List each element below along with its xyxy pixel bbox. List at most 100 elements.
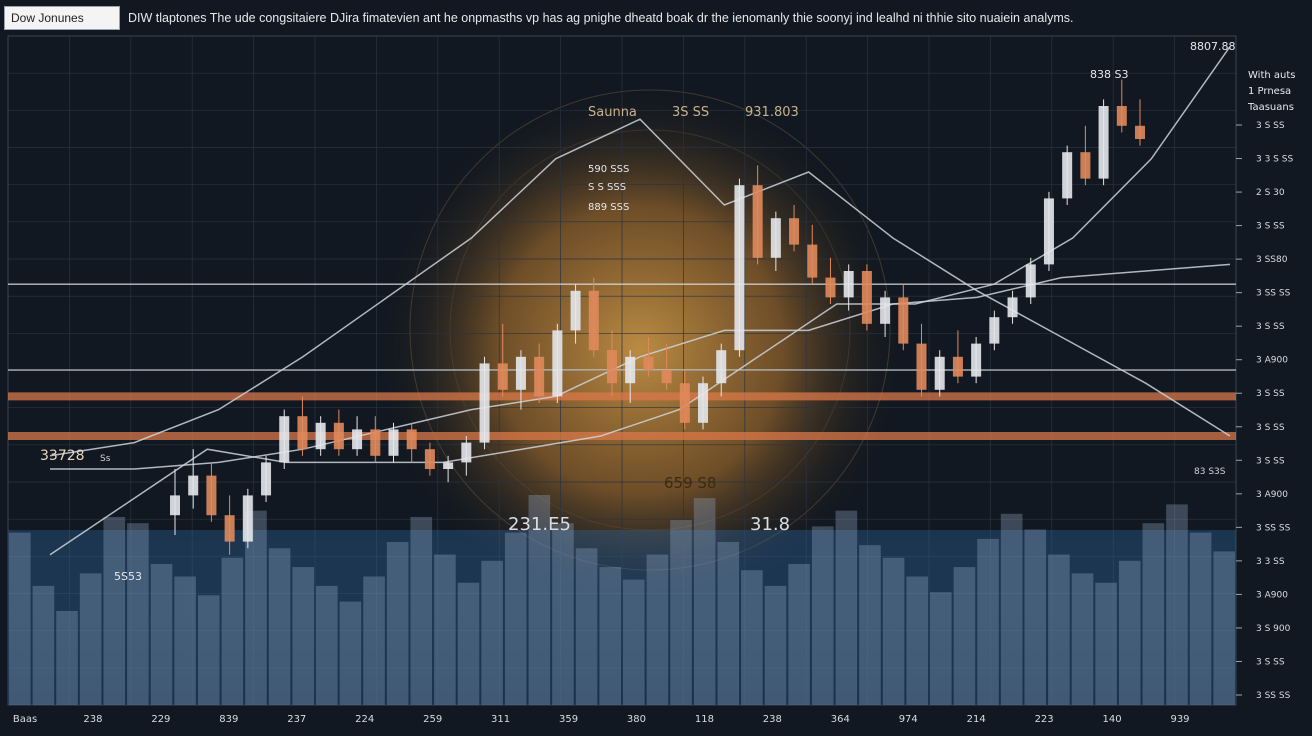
y-tick-label: 3 S SS (1256, 657, 1285, 667)
candle-body (352, 429, 363, 450)
y-tick-label: 3 A900 (1256, 490, 1288, 500)
volume-bar (977, 538, 999, 705)
volume-bar (552, 523, 574, 705)
candle-body (770, 218, 781, 258)
y-tick-label: 3 S SS (1256, 456, 1285, 466)
y-tick-label: 3 A900 (1256, 356, 1288, 366)
candle-body (825, 277, 836, 298)
candle-body (1080, 152, 1091, 179)
y-tick-label: 3 A900 (1256, 590, 1288, 600)
candle-body (443, 462, 454, 469)
candle-body (552, 330, 563, 397)
candle-body (1007, 297, 1018, 318)
candle-body (461, 442, 472, 463)
y-tick-label: 3 S 900 (1256, 624, 1291, 634)
candle-body (315, 422, 326, 450)
volume-bar (1142, 523, 1165, 705)
candle-body (807, 244, 818, 278)
volume-bar (1000, 513, 1023, 705)
candle-body (1116, 106, 1127, 126)
x-tick-label: 364 (831, 714, 850, 725)
y-tick-label: 3 3 SS (1256, 557, 1285, 567)
volume-bar (504, 532, 527, 705)
x-tick-label: 224 (355, 714, 374, 725)
x-tick-label: Baas (13, 714, 37, 725)
volume-bar (1118, 560, 1141, 705)
volume-bar (575, 548, 598, 705)
x-tick-label: 237 (287, 714, 306, 725)
volume-bar (623, 579, 645, 705)
volume-bar (481, 560, 503, 705)
volume-bar (268, 548, 291, 705)
volume-band (8, 530, 1236, 705)
annotation-top-a: 3S SS (672, 105, 710, 120)
axis-labels-layer: Baas 238 229 839 237 224 259 311 359 380 118 238 364… (13, 121, 1294, 725)
y-tick-label: 3 SS SS (1256, 523, 1291, 533)
top-price-label: 8807.88 (1190, 40, 1236, 53)
candle-body (188, 475, 199, 496)
volume-bar (906, 576, 928, 705)
volume-bar (646, 554, 669, 705)
volume-bar (1095, 582, 1117, 705)
candle-body (1062, 152, 1073, 199)
y-tick-label: 3 S SS (1256, 423, 1285, 433)
candle-body (497, 363, 508, 390)
callout-value: 838 S3 (1090, 68, 1129, 81)
left-tag-label: Ss (100, 454, 111, 464)
candle-body (698, 383, 709, 423)
candle-body (1134, 125, 1146, 139)
candle-body (734, 185, 745, 351)
x-tick-label: 238 (763, 714, 782, 725)
volume-bar (174, 576, 196, 705)
candle-body (716, 350, 727, 384)
center-value-label: 659 S8 (664, 474, 717, 492)
candle-body (625, 356, 636, 384)
x-tick-label: 974 (899, 714, 918, 725)
y-tick-label: 3 SS80 (1256, 255, 1288, 265)
volume-bar (410, 516, 433, 705)
volume-bar (150, 563, 173, 705)
candle-body (971, 343, 982, 377)
volume-bar (363, 576, 385, 705)
volume-bar (859, 545, 881, 705)
y-tick-label: 3 3 S SS (1256, 155, 1293, 165)
legend-item-1: With auts (1248, 70, 1296, 81)
volume-bar (1071, 573, 1094, 705)
volume-bar (32, 585, 55, 705)
volume-bar (316, 585, 338, 705)
x-tick-label: 214 (967, 714, 986, 725)
candle-body (588, 290, 599, 351)
volume-value-b: 31.8 (750, 514, 791, 535)
x-tick-label: 359 (559, 714, 578, 725)
candle-body (570, 290, 581, 331)
annotation-mid-1: 590 SSS (588, 164, 630, 175)
volume-bar (1189, 532, 1212, 705)
chart-description: DIW tlaptones The ude congsitaiere DJira… (128, 11, 1074, 25)
candle-body (861, 271, 872, 324)
y-tick-label: 2 S 30 (1256, 188, 1285, 198)
volume-bar (56, 610, 78, 705)
volume-bar (386, 542, 409, 705)
sauna-annotation: Saunna (588, 105, 637, 120)
volume-bar (197, 595, 220, 705)
candle-body (333, 422, 344, 450)
overlay-line (49, 118, 1231, 457)
candle-body (661, 370, 672, 384)
volume-bar (1048, 554, 1070, 705)
x-tick-label: 259 (423, 714, 442, 725)
volume-bar (339, 601, 362, 705)
y-tick-label: 3 S SS (1256, 322, 1285, 332)
candle-body (388, 429, 399, 456)
volume-bar (9, 532, 31, 705)
annotation-mid-2: S S SSS (588, 182, 627, 193)
legend-item-2: 1 Prnesa (1248, 86, 1292, 97)
volume-bar (835, 510, 858, 705)
volume-bar (670, 520, 692, 705)
low-value-label: 5S53 (114, 570, 142, 583)
volume-bar (1166, 504, 1188, 705)
candle-body (242, 495, 253, 542)
x-tick-label: 229 (151, 714, 170, 725)
x-tick-label: 311 (491, 714, 510, 725)
volume-bar (127, 523, 149, 705)
